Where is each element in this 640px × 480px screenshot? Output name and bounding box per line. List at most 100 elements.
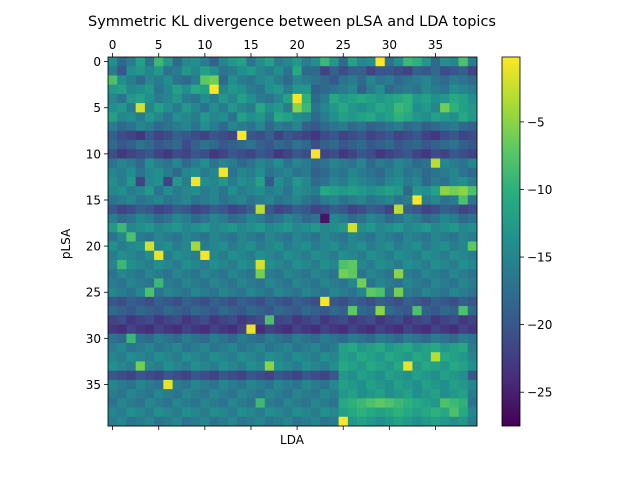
heatmap-cell-0-34 (421, 57, 432, 67)
heatmap-cell-16-29 (375, 204, 386, 215)
heatmap-cell-13-39 (467, 176, 478, 187)
heatmap-cell-10-21 (301, 149, 312, 159)
heatmap-cell-36-28 (366, 389, 376, 399)
heatmap-cell-37-19 (283, 398, 293, 408)
heatmap-cell-25-11 (209, 287, 220, 298)
heatmap-cell-32-6 (163, 352, 173, 362)
heatmap-cell-20-30 (384, 241, 395, 252)
heatmap-cell-27-35 (430, 306, 441, 316)
heatmap-cell-34-12 (218, 370, 229, 381)
heatmap-cell-11-19 (283, 158, 293, 169)
heatmap-cell-14-20 (292, 186, 303, 196)
heatmap-cell-10-15 (246, 149, 256, 159)
heatmap-cell-33-12 (218, 361, 229, 371)
heatmap-cell-27-19 (283, 306, 293, 316)
heatmap-cell-26-25 (338, 296, 349, 307)
heatmap-cell-39-17 (264, 416, 275, 427)
heatmap-cell-6-34 (421, 112, 432, 122)
heatmap-cell-17-22 (310, 213, 321, 224)
heatmap-cell-8-17 (264, 130, 275, 141)
heatmap-cell-13-30 (384, 176, 395, 187)
heatmap-cell-13-3 (135, 176, 146, 187)
heatmap-cell-28-3 (135, 315, 146, 325)
heatmap-cell-26-13 (227, 296, 238, 307)
heatmap-cell-31-18 (274, 342, 284, 353)
heatmap-cell-17-16 (255, 213, 266, 224)
heatmap-cell-30-15 (246, 333, 256, 344)
heatmap-cell-35-27 (357, 379, 367, 390)
heatmap-cell-15-35 (430, 195, 441, 205)
heatmap-cell-24-18 (274, 278, 284, 288)
heatmap-cell-7-2 (126, 121, 137, 132)
heatmap-cell-7-37 (449, 121, 459, 132)
heatmap-cell-21-13 (227, 250, 238, 261)
heatmap-cell-21-35 (430, 250, 441, 261)
heatmap-cell-6-20 (292, 112, 303, 122)
heatmap-cell-17-39 (467, 213, 478, 224)
heatmap-cell-9-26 (347, 140, 358, 150)
heatmap-cell-25-7 (172, 287, 183, 298)
heatmap-cell-28-6 (163, 315, 173, 325)
heatmap-cell-37-26 (347, 398, 358, 408)
heatmap-cell-16-12 (218, 204, 229, 215)
heatmap-cell-37-9 (191, 398, 201, 408)
heatmap-cell-30-32 (403, 333, 413, 344)
heatmap-cell-26-29 (375, 296, 386, 307)
heatmap-cell-5-7 (172, 103, 183, 113)
heatmap-cell-27-9 (191, 306, 201, 316)
heatmap-cell-3-25 (338, 84, 349, 95)
heatmap-cell-10-17 (264, 149, 275, 159)
heatmap-cell-5-38 (458, 103, 469, 113)
heatmap-cell-36-7 (172, 389, 183, 399)
heatmap-cell-22-26 (347, 259, 358, 270)
heatmap-cell-25-28 (366, 287, 376, 298)
heatmap-cell-7-28 (366, 121, 376, 132)
heatmap-cell-35-21 (301, 379, 312, 390)
heatmap-cell-7-20 (292, 121, 303, 132)
heatmap-cell-35-10 (200, 379, 210, 390)
heatmap-cell-11-2 (126, 158, 137, 169)
heatmap-cell-20-16 (255, 241, 266, 252)
heatmap-cell-18-37 (449, 223, 459, 233)
heatmap-cell-1-38 (458, 66, 469, 76)
heatmap-cell-2-35 (430, 75, 441, 86)
heatmap-cell-27-21 (301, 306, 312, 316)
heatmap-cell-4-22 (310, 93, 321, 104)
heatmap-cell-24-25 (338, 278, 349, 288)
heatmap-cell-36-35 (430, 389, 441, 399)
heatmap-cell-33-25 (338, 361, 349, 371)
heatmap-cell-13-28 (366, 176, 376, 187)
heatmap-cell-13-18 (274, 176, 284, 187)
heatmap-cell-2-17 (264, 75, 275, 86)
heatmap-cell-33-38 (458, 361, 469, 371)
heatmap-cell-12-5 (154, 167, 164, 178)
heatmap-cell-29-1 (117, 324, 127, 335)
heatmap-cell-25-21 (301, 287, 312, 298)
heatmap-cell-22-2 (126, 259, 137, 270)
heatmap-cell-13-17 (264, 176, 275, 187)
heatmap-cell-7-31 (393, 121, 404, 132)
heatmap-cell-30-11 (209, 333, 220, 344)
heatmap-cell-7-22 (310, 121, 321, 132)
heatmap-cell-10-16 (255, 149, 266, 159)
heatmap-cell-7-1 (117, 121, 127, 132)
heatmap-cell-5-32 (403, 103, 413, 113)
heatmap-cell-5-24 (329, 103, 339, 113)
heatmap-cell-6-37 (449, 112, 459, 122)
heatmap-cell-31-31 (393, 342, 404, 353)
heatmap-cell-37-8 (181, 398, 192, 408)
heatmap-cell-12-10 (200, 167, 210, 178)
heatmap-cell-20-12 (218, 241, 229, 252)
heatmap-cell-3-11 (209, 84, 220, 95)
heatmap-cell-19-29 (375, 232, 386, 242)
heatmap-cell-5-33 (412, 103, 422, 113)
heatmap-cell-13-26 (347, 176, 358, 187)
heatmap-cell-12-31 (393, 167, 404, 178)
heatmap-cell-8-10 (200, 130, 210, 141)
heatmap-cell-25-4 (144, 287, 155, 298)
heatmap-cell-13-5 (154, 176, 164, 187)
heatmap-cell-32-20 (292, 352, 303, 362)
heatmap-cell-23-0 (108, 269, 118, 279)
heatmap-cell-10-19 (283, 149, 293, 159)
heatmap-cell-0-23 (320, 57, 330, 67)
